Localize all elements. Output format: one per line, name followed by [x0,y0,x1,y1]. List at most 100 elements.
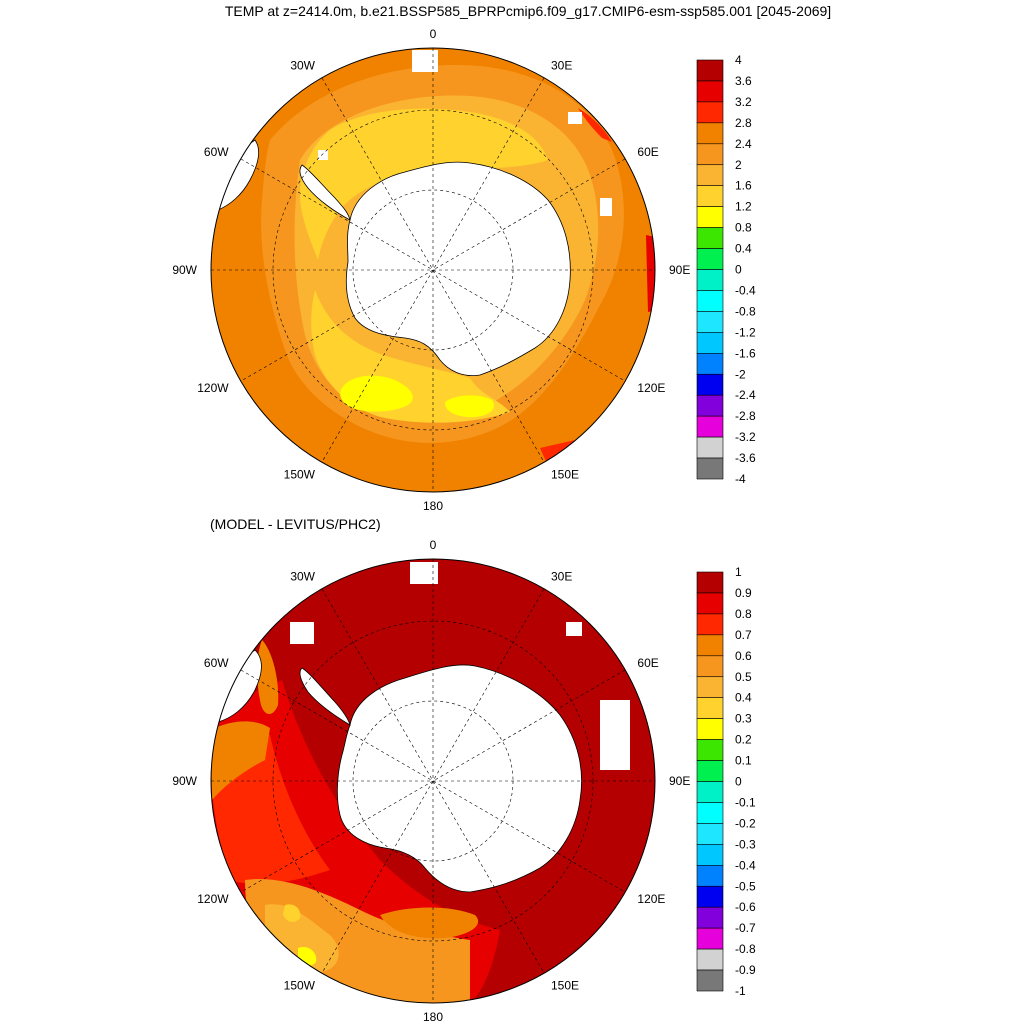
map-frame [210,558,656,1004]
colorbar-label: 2.8 [735,116,752,130]
colorbar-label: -1 [735,984,746,998]
longitude-label: 180 [423,499,443,513]
colorbar-swatch [696,927,724,950]
longitude-label: 90E [669,263,690,277]
colorbar-swatch [696,436,724,459]
colorbar-swatch [696,185,724,207]
longitude-label: 150W [284,978,316,992]
island-patch-a [412,50,438,72]
colorbar-bottom: 1 0.9 0.8 0.7 0.6 0.5 0.4 0.3 0.2 0.1 0 -0.1 -0.2 -0.… [696,565,756,998]
island-patch-d [290,622,314,644]
colorbar-label: -0.8 [735,304,756,318]
colorbar-swatch [696,885,724,908]
longitude-labels: 0 30E 60E 90E 120E 150E 180 150W 120W 90W 60W 30W [172,27,690,513]
colorbar-label: 1.2 [735,200,752,214]
longitude-label: 90W [172,774,197,788]
region-west-anomaly [211,721,270,800]
colorbar-label: 3.2 [735,95,752,109]
colorbar-swatch [696,373,724,396]
colorbar-label: -0.6 [735,900,756,914]
longitude-label: 30E [551,570,572,584]
region-weddell-gyre [300,108,548,260]
graticule [211,559,655,1003]
colorbar-swatch [696,415,724,438]
colorbar-swatch [696,802,724,824]
colorbar-swatch [696,781,724,803]
colorbar-label: 0.9 [735,586,752,600]
longitude-label: 90E [669,774,690,788]
colorbar-label: 1.6 [735,179,752,193]
region-chile-margin [257,640,279,715]
region-minimum-a [283,904,301,922]
colorbar-label: 1 [735,565,742,579]
region-mid-anomaly [265,904,339,972]
colorbar-swatch [696,844,724,866]
island-patch-c [600,198,612,216]
colorbar-swatch [696,739,724,761]
island-patch-d [318,150,328,160]
longitude-label: 120E [637,892,665,906]
colorbar-label: 0.8 [735,221,752,235]
colorbar-label: -2.4 [735,388,756,402]
island-patch-a [410,562,438,584]
colorbar-swatch [696,332,724,354]
colorbar-swatch [696,823,724,845]
colorbar-label: 2.4 [735,137,752,151]
colorbar-label: -0.4 [735,283,756,297]
colorbar-swatch [696,571,724,594]
region-warm-patch-b [646,235,655,312]
colorbar-swatch [696,290,724,312]
region-ross-minimum-a [340,375,413,412]
longitude-label: 30E [551,59,572,73]
colorbar-label: 0.4 [735,242,752,256]
colorbar-swatch [696,718,724,740]
region-warm-patch-a [578,108,612,142]
longitude-label: 60W [204,145,229,159]
colorbar-label: 0.4 [735,691,752,705]
colorbar-label: 2 [735,158,742,172]
colorbar-label: -0.2 [735,816,756,830]
colorbar-swatch [696,206,724,228]
region-east-anomaly [380,907,479,939]
longitude-label: 0 [430,538,437,552]
longitude-label: 60E [637,656,658,670]
colorbar-label: 0.8 [735,607,752,621]
colorbar-swatch [696,592,724,615]
graticule [211,48,655,492]
longitude-label: 120W [197,892,229,906]
colorbar-swatch [696,948,724,971]
longitude-label: 150E [551,978,579,992]
antarctica-landmass [336,664,582,893]
longitude-label: 30W [290,570,315,584]
colorbar-swatch [696,969,724,992]
top-polar-map: 0 30E 60E 90E 120E 150E 180 150W 120W 90W 60W 30W [172,27,690,513]
colorbar-swatch [696,634,724,657]
longitude-labels: 0 30E 60E 90E 120E 150E 180 150W 120W 90W 60W 30W [172,538,690,1024]
longitude-label: 150W [284,467,316,481]
colorbar-swatch [696,676,724,699]
colorbar-label: 0.2 [735,733,752,747]
colorbar-label: -0.7 [735,921,756,935]
island-patch-c [600,700,630,770]
longitude-label: 120E [637,381,665,395]
longitude-label: 180 [423,1010,443,1024]
colorbar-swatch [696,80,724,103]
colorbar-label: -0.3 [735,837,756,851]
island-patch-b [568,112,582,124]
colorbar-label: 4 [735,53,742,67]
chart-subtitle: (MODEL - LEVITUS/PHC2) [210,516,381,532]
bottom-polar-map: 0 30E 60E 90E 120E 150E 180 150W 120W 90W 60W 30W [172,538,690,1024]
antarctic-peninsula [299,667,351,726]
colorbar-label: -0.9 [735,963,756,977]
colorbar-swatch [696,227,724,249]
colorbar-swatch [696,394,724,417]
colorbar-swatch [696,101,724,124]
colorbar-swatch [696,760,724,782]
colorbar-top: 4 3.6 3.2 2.8 2.4 2 1.6 1.2 0.8 0.4 0 -0.4 -0.8 -1.2 -… [696,53,756,486]
map-frame [210,47,656,493]
colorbar-label: -0.5 [735,879,756,893]
colorbar-swatch [696,655,724,678]
colorbar-label: -3.6 [735,451,756,465]
colorbar-label: 0.3 [735,712,752,726]
